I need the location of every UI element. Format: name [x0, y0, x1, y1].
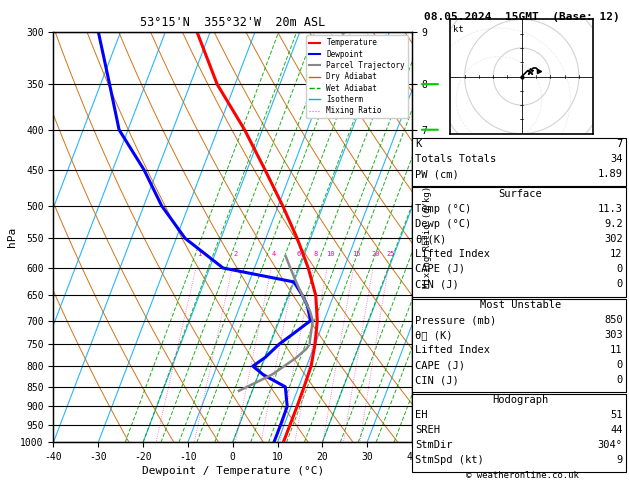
Text: 20: 20 [371, 250, 380, 257]
Text: θᴇ (K): θᴇ (K) [415, 330, 453, 340]
Text: SREH: SREH [415, 425, 440, 435]
Text: 25: 25 [387, 250, 395, 257]
Text: CAPE (J): CAPE (J) [415, 361, 465, 370]
Text: 8: 8 [314, 250, 318, 257]
Text: StmDir: StmDir [415, 440, 453, 450]
Text: Pressure (mb): Pressure (mb) [415, 315, 496, 325]
Text: 4: 4 [272, 250, 276, 257]
Y-axis label: hPa: hPa [8, 227, 18, 247]
Text: Most Unstable: Most Unstable [480, 300, 561, 310]
Text: Lifted Index: Lifted Index [415, 346, 490, 355]
Text: 0: 0 [616, 361, 623, 370]
Text: © weatheronline.co.uk: © weatheronline.co.uk [465, 471, 579, 480]
Text: Lifted Index: Lifted Index [415, 249, 490, 259]
Text: CAPE (J): CAPE (J) [415, 264, 465, 274]
Text: 2: 2 [233, 250, 238, 257]
Text: 7: 7 [616, 139, 623, 149]
Text: Surface: Surface [499, 189, 542, 199]
Text: 6: 6 [296, 250, 301, 257]
Text: 0: 0 [616, 264, 623, 274]
Text: 1: 1 [198, 250, 201, 257]
Text: 0: 0 [616, 376, 623, 385]
Text: StmSpd (kt): StmSpd (kt) [415, 455, 484, 465]
Text: 9: 9 [616, 455, 623, 465]
Text: CIN (J): CIN (J) [415, 376, 459, 385]
Text: Mixing Ratio (g/kg): Mixing Ratio (g/kg) [423, 186, 432, 288]
Text: 0: 0 [616, 279, 623, 289]
Text: 9.2: 9.2 [604, 219, 623, 229]
Text: 12: 12 [610, 249, 623, 259]
Text: 34: 34 [610, 154, 623, 164]
Text: 11.3: 11.3 [598, 204, 623, 214]
Text: 44: 44 [610, 425, 623, 435]
Text: PW (cm): PW (cm) [415, 169, 459, 179]
X-axis label: Dewpoint / Temperature (°C): Dewpoint / Temperature (°C) [142, 466, 324, 476]
Text: 11: 11 [610, 346, 623, 355]
Text: 304°: 304° [598, 440, 623, 450]
Text: Hodograph: Hodograph [493, 395, 548, 405]
Text: 850: 850 [604, 315, 623, 325]
Text: 51: 51 [610, 410, 623, 420]
Text: 15: 15 [352, 250, 360, 257]
Text: θᴇ(K): θᴇ(K) [415, 234, 447, 244]
Legend: Temperature, Dewpoint, Parcel Trajectory, Dry Adiabat, Wet Adiabat, Isotherm, Mi: Temperature, Dewpoint, Parcel Trajectory… [306, 35, 408, 118]
Text: K: K [415, 139, 421, 149]
Text: Dewp (°C): Dewp (°C) [415, 219, 471, 229]
Text: Totals Totals: Totals Totals [415, 154, 496, 164]
Title: 53°15'N  355°32'W  20m ASL: 53°15'N 355°32'W 20m ASL [140, 16, 325, 29]
Text: 1.89: 1.89 [598, 169, 623, 179]
Text: kt: kt [454, 25, 464, 34]
Text: 302: 302 [604, 234, 623, 244]
Text: 10: 10 [326, 250, 334, 257]
Text: Temp (°C): Temp (°C) [415, 204, 471, 214]
Y-axis label: km
ASL: km ASL [455, 226, 473, 248]
Text: EH: EH [415, 410, 428, 420]
Text: CIN (J): CIN (J) [415, 279, 459, 289]
Text: 303: 303 [604, 330, 623, 340]
Text: 08.05.2024  15GMT  (Base: 12): 08.05.2024 15GMT (Base: 12) [424, 12, 620, 22]
